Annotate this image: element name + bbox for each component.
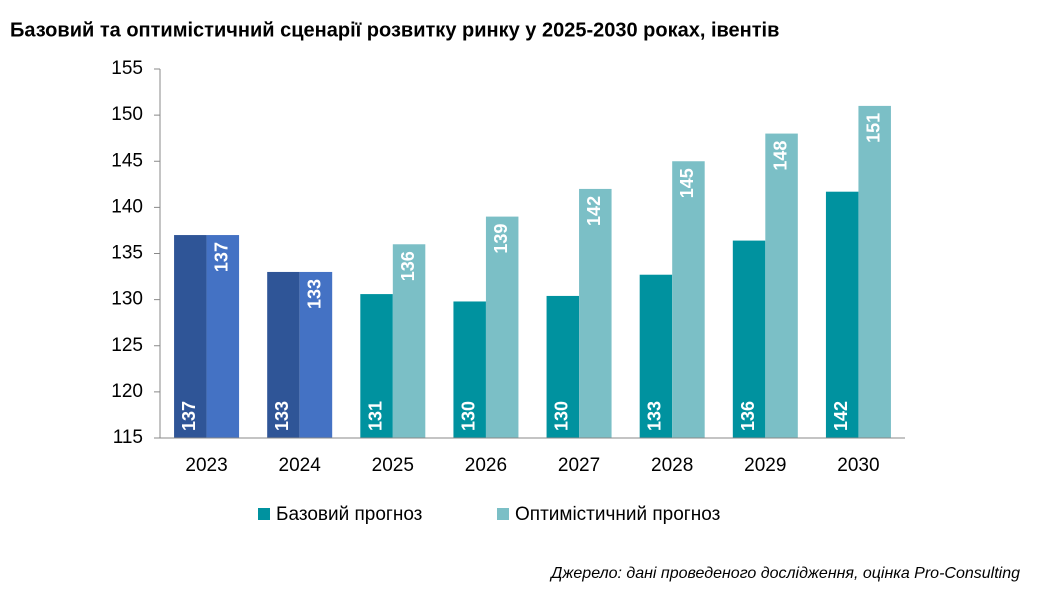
bar xyxy=(174,235,207,438)
bar xyxy=(453,301,486,438)
y-tick-label: 125 xyxy=(111,335,143,356)
value-label: 145 xyxy=(677,168,697,198)
value-label: 130 xyxy=(458,401,478,431)
bar xyxy=(579,188,612,438)
x-tick-label: 2024 xyxy=(279,455,322,476)
bar xyxy=(267,271,300,438)
bar xyxy=(825,191,859,438)
y-tick-label: 150 xyxy=(111,104,143,125)
chart-title: Базовий та оптимістичний сценарії розвит… xyxy=(10,19,779,41)
bar xyxy=(299,271,333,438)
value-label: 151 xyxy=(863,113,883,143)
value-label: 142 xyxy=(831,401,851,431)
value-label: 137 xyxy=(179,401,199,431)
value-label: 133 xyxy=(645,401,665,431)
y-tick-label: 140 xyxy=(111,196,143,217)
legend-swatch xyxy=(258,508,270,520)
bar xyxy=(392,244,426,438)
bar xyxy=(485,216,519,438)
x-tick-label: 2026 xyxy=(465,455,507,476)
value-label: 142 xyxy=(584,196,604,226)
value-label: 137 xyxy=(212,242,232,272)
bar xyxy=(858,105,891,439)
value-label: 136 xyxy=(738,401,758,431)
bar xyxy=(732,240,766,438)
value-label: 133 xyxy=(305,279,325,309)
x-tick-label: 2023 xyxy=(185,455,227,476)
bar xyxy=(639,274,673,438)
x-tick-label: 2028 xyxy=(651,455,693,476)
x-tick-label: 2025 xyxy=(372,455,414,476)
value-label: 148 xyxy=(770,141,790,171)
source-note: Джерело: дані проведеного дослідження, о… xyxy=(549,565,1020,582)
value-label: 131 xyxy=(365,401,385,431)
y-tick-label: 130 xyxy=(111,289,143,310)
x-tick-label: 2029 xyxy=(744,455,786,476)
value-label: 133 xyxy=(272,401,292,431)
y-tick-label: 155 xyxy=(111,58,143,79)
bar xyxy=(206,235,240,438)
legend-label: Оптимістичний прогноз xyxy=(515,504,720,525)
bar xyxy=(765,133,798,438)
y-tick-label: 145 xyxy=(111,150,143,171)
legend-swatch xyxy=(497,508,509,520)
bar xyxy=(546,295,580,438)
y-tick-label: 115 xyxy=(113,427,143,448)
value-label: 136 xyxy=(398,251,418,281)
y-tick-label: 135 xyxy=(111,243,143,264)
bar xyxy=(360,294,393,438)
value-label: 139 xyxy=(491,224,511,254)
x-tick-label: 2030 xyxy=(837,455,879,476)
bar xyxy=(672,161,705,438)
y-tick-label: 120 xyxy=(111,381,143,402)
x-tick-label: 2027 xyxy=(558,455,600,476)
legend-label: Базовий прогноз xyxy=(276,504,422,525)
value-label: 130 xyxy=(552,401,572,431)
